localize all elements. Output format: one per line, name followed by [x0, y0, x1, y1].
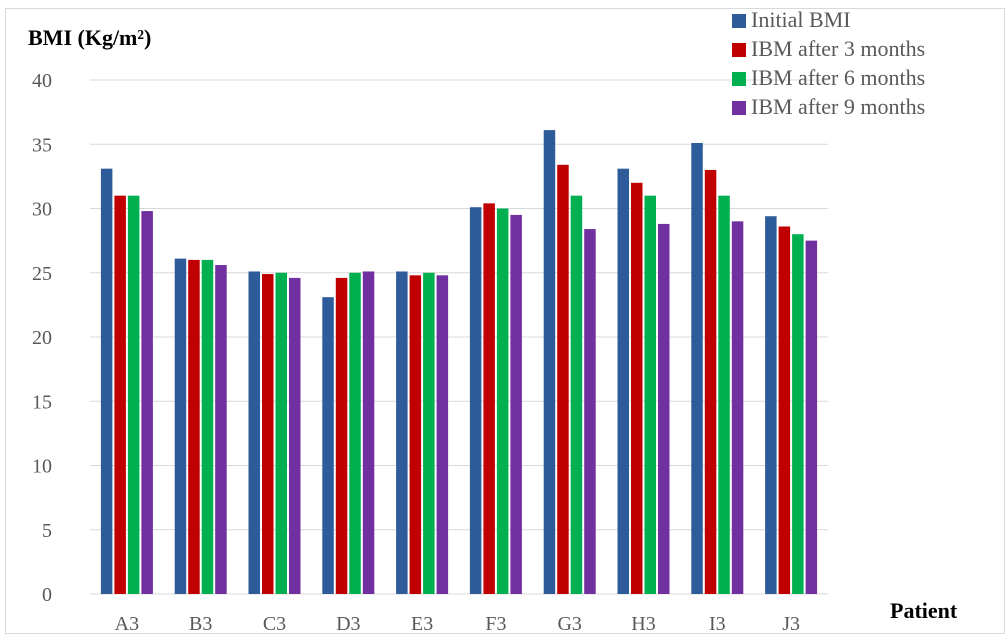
bar	[805, 240, 818, 594]
y-tick-label: 15	[32, 391, 52, 413]
legend: Initial BMI IBM after 3 months IBM after 6…	[732, 7, 925, 119]
y-tick-label: 30	[32, 199, 52, 221]
legend-label: IBM after 6 months	[751, 65, 925, 90]
bar	[362, 271, 375, 594]
bar	[617, 168, 629, 595]
bar	[778, 226, 791, 595]
bar	[141, 211, 153, 594]
legend-label: IBM after 3 months	[751, 36, 925, 61]
legend-swatch	[732, 72, 746, 86]
bar	[215, 265, 227, 594]
bar	[765, 216, 777, 594]
legend-label: Initial BMI	[751, 7, 851, 32]
x-axis-title: Patient	[890, 598, 958, 623]
gridlines	[90, 79, 828, 595]
bar	[289, 277, 301, 594]
x-tick-label: G3	[557, 613, 581, 635]
bar	[335, 277, 348, 594]
bar	[349, 272, 361, 594]
x-tick-label: H3	[631, 613, 655, 635]
bar	[691, 142, 703, 594]
bar	[100, 168, 113, 595]
y-tick-label: 25	[32, 263, 52, 285]
legend-swatch	[732, 14, 746, 28]
bar	[322, 297, 334, 594]
bar	[631, 182, 643, 595]
legend-swatch	[732, 43, 746, 57]
legend-swatch	[732, 101, 746, 115]
x-tick-label: B3	[189, 613, 212, 635]
y-tick-label: 0	[42, 584, 52, 606]
bar	[792, 234, 804, 594]
x-tick-label: J3	[782, 613, 800, 635]
legend-label: IBM after 9 months	[751, 94, 925, 119]
y-axis-ticks: 0 5 10 15 20 25 30 35 40	[32, 70, 52, 606]
bar	[510, 214, 522, 595]
bar	[423, 272, 435, 594]
bar	[704, 169, 717, 594]
x-axis-ticks: A3 B3 C3 D3 E3 F3 G3 H3 I3 J3	[115, 613, 800, 635]
bar	[188, 259, 200, 594]
bar	[570, 195, 583, 594]
bar	[644, 195, 656, 594]
x-tick-label: E3	[411, 613, 433, 635]
bar	[114, 195, 126, 594]
x-tick-label: F3	[485, 613, 506, 635]
bar	[248, 271, 260, 594]
y-tick-label: 5	[42, 520, 52, 542]
x-tick-label: D3	[336, 613, 360, 635]
bar	[543, 130, 556, 595]
bar	[262, 274, 274, 594]
bar	[469, 207, 482, 594]
x-tick-label: I3	[709, 613, 726, 635]
bar	[436, 275, 449, 594]
bar	[275, 272, 287, 594]
bar	[718, 195, 730, 594]
y-tick-label: 10	[32, 456, 52, 478]
bar	[557, 164, 569, 594]
bar	[658, 223, 670, 595]
bar	[396, 271, 408, 594]
bar	[496, 208, 509, 594]
y-tick-label: 35	[32, 134, 52, 156]
bar	[127, 195, 140, 594]
y-tick-label: 40	[32, 70, 52, 92]
y-axis-title: BMI (Kg/m²)	[28, 25, 151, 50]
bar	[584, 229, 596, 594]
x-tick-label: A3	[115, 613, 139, 635]
bar	[731, 221, 744, 594]
bars	[100, 130, 818, 595]
x-tick-label: C3	[263, 613, 286, 635]
bar	[483, 203, 495, 595]
bar	[409, 275, 422, 594]
bar	[174, 258, 187, 594]
y-tick-label: 20	[32, 327, 52, 349]
bar	[201, 259, 214, 594]
